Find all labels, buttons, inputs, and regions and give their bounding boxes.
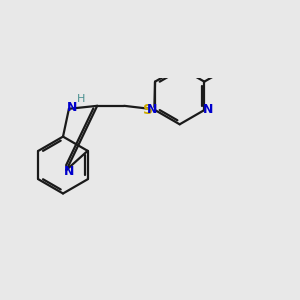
- Text: N: N: [203, 103, 214, 116]
- Text: H: H: [76, 94, 85, 104]
- Text: N: N: [147, 103, 158, 116]
- Text: N: N: [66, 100, 77, 114]
- Text: N: N: [64, 165, 74, 178]
- Text: S: S: [143, 103, 153, 117]
